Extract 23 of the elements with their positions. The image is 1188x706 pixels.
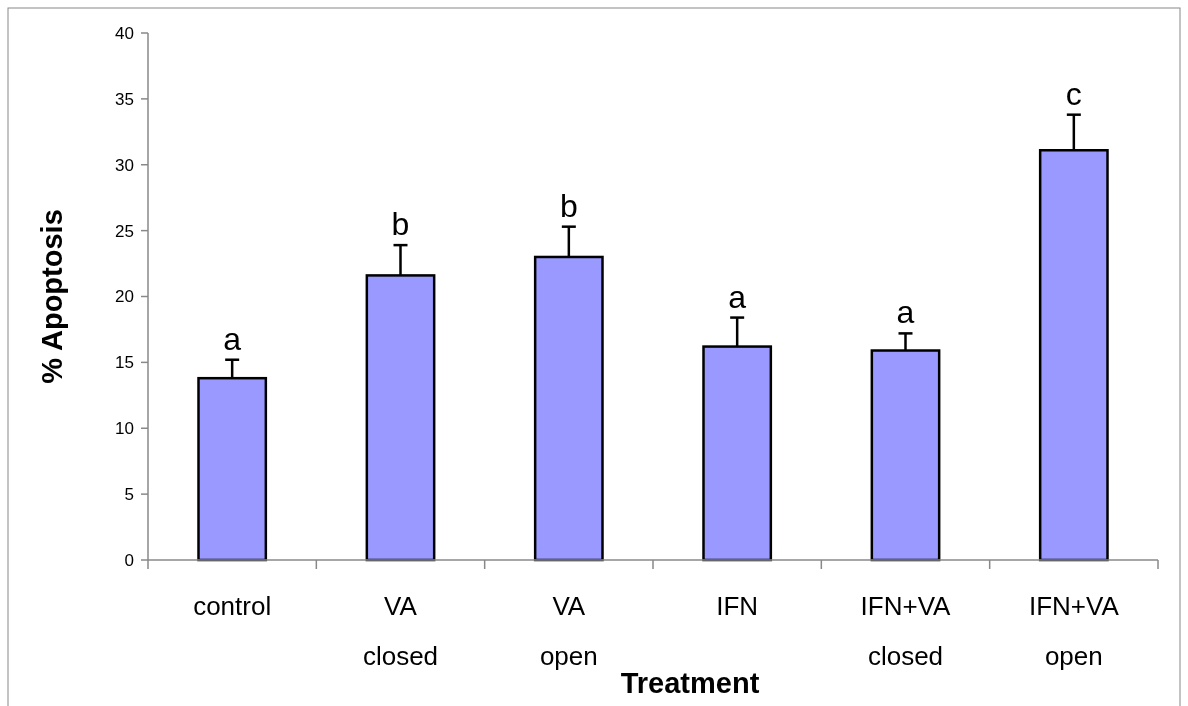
x-tick-label: VA closed [362, 591, 439, 671]
y-tick-label: 20 [115, 287, 134, 307]
y-tick-label: 5 [124, 485, 134, 505]
x-tick-label: IFN+VA open [1028, 591, 1120, 671]
annotation: c [1065, 75, 1082, 112]
x-axis-title: Treatment [620, 667, 760, 699]
x-tick-label: VA open [539, 591, 598, 671]
y-tick-label: 10 [115, 419, 134, 439]
annotation: b [559, 187, 578, 224]
y-axis-title: % Apoptosis [36, 209, 68, 384]
y-tick-label: 0 [124, 550, 134, 570]
x-tick-label: control [193, 591, 272, 621]
x-tick-label: IFN [716, 591, 759, 621]
y-tick-label: 25 [115, 221, 134, 241]
annotation: a [728, 278, 747, 315]
annotation: a [223, 320, 242, 357]
x-tick-label: IFN+VA closed [860, 591, 952, 671]
y-tick-label: 15 [115, 353, 134, 373]
y-tick-label: 40 [115, 23, 134, 43]
y-tick-label: 30 [115, 155, 134, 175]
annotation: b [391, 206, 410, 243]
y-tick-label: 35 [115, 89, 134, 109]
annotation: a [896, 294, 915, 331]
